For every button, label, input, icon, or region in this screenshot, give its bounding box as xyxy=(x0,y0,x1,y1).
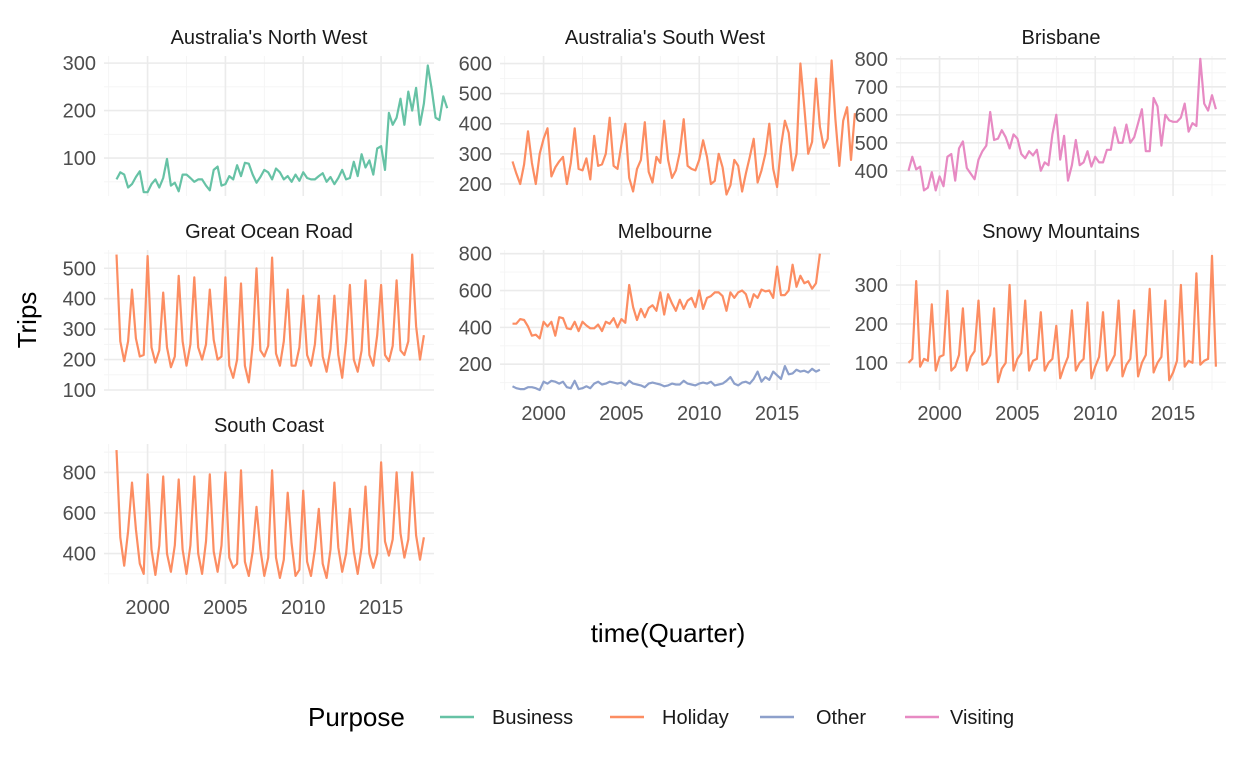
panel-brisbane: Brisbane 400 500 600 700 800 xyxy=(855,27,1226,196)
legend: Purpose Business Holiday Other Visiting xyxy=(308,702,1014,732)
x-tick-label: 2005 xyxy=(599,403,644,425)
x-tick-label: 2005 xyxy=(995,403,1040,425)
panels-layer: Australia's North West100200300Australia… xyxy=(63,27,1226,619)
x-tick-label: 2005 xyxy=(203,597,248,619)
x-tick-label: 2015 xyxy=(359,597,404,619)
y-tick-label: 100 xyxy=(63,148,96,170)
y-tick-label: 300 xyxy=(459,144,492,166)
y-tick-label: 500 xyxy=(63,258,96,280)
panel-title: Snowy Mountains xyxy=(982,221,1140,243)
y-tick-label: 200 xyxy=(63,101,96,123)
y-tick-label: 600 xyxy=(855,105,888,127)
x-tick-label: 2010 xyxy=(281,597,326,619)
panel-title: South Coast xyxy=(214,415,325,437)
y-tick-label: 400 xyxy=(459,317,492,339)
y-tick-label: 300 xyxy=(63,53,96,75)
y-tick-label: 500 xyxy=(855,133,888,155)
series-line-business xyxy=(115,64,449,194)
x-axis-title: time(Quarter) xyxy=(591,618,746,648)
panel-snowy-mountains: Snowy Mountains 100 200 300 2000 2005 2010 2015 xyxy=(855,221,1226,425)
panel-australia-s-north-west: Australia's North West 100 200 300 xyxy=(63,27,449,196)
series-line-holiday xyxy=(511,59,856,196)
series-line-other xyxy=(512,365,821,392)
series-line-holiday xyxy=(512,253,821,340)
series-line-visiting xyxy=(907,57,1217,192)
panel-title: Brisbane xyxy=(1022,27,1101,49)
legend-label-holiday: Holiday xyxy=(662,707,729,729)
y-tick-label: 300 xyxy=(63,319,96,341)
y-tick-label: 400 xyxy=(63,544,96,566)
legend-label-other: Other xyxy=(816,707,866,729)
y-tick-label: 200 xyxy=(459,354,492,376)
y-tick-label: 200 xyxy=(855,314,888,336)
y-tick-label: 800 xyxy=(459,244,492,266)
y-tick-label: 300 xyxy=(855,275,888,297)
y-tick-label: 100 xyxy=(63,380,96,402)
y-tick-label: 600 xyxy=(63,503,96,525)
y-tick-label: 700 xyxy=(855,77,888,99)
y-tick-label: 400 xyxy=(855,161,888,183)
panel-title: Great Ocean Road xyxy=(185,221,353,243)
y-tick-label: 400 xyxy=(63,289,96,311)
x-tick-label: 2010 xyxy=(677,403,722,425)
x-tick-label: 2000 xyxy=(125,597,170,619)
series-line-holiday xyxy=(907,254,1217,384)
y-tick-label: 200 xyxy=(459,174,492,196)
x-tick-label: 2000 xyxy=(521,403,566,425)
panel-melbourne: Melbourne 200 400 600 800 2000 2005 2010 2015 xyxy=(459,221,830,425)
legend-label-business: Business xyxy=(492,707,573,729)
panel-great-ocean-road: Great Ocean Road 100 200 300 400 500 xyxy=(63,221,434,402)
panel-title: Australia's North West xyxy=(171,27,368,49)
y-tick-label: 200 xyxy=(63,350,96,372)
x-tick-label: 2010 xyxy=(1073,403,1118,425)
series-line-holiday xyxy=(115,253,425,384)
y-tick-label: 600 xyxy=(459,54,492,76)
series-line-holiday xyxy=(115,450,425,580)
panel-title: Australia's South West xyxy=(565,27,766,49)
panel-title: Melbourne xyxy=(618,221,713,243)
y-tick-label: 400 xyxy=(459,114,492,136)
y-tick-label: 500 xyxy=(459,84,492,106)
y-tick-label: 800 xyxy=(63,462,96,484)
x-tick-label: 2015 xyxy=(755,403,800,425)
x-tick-label: 2000 xyxy=(917,403,962,425)
panel-australia-s-south-west: Australia's South West 200 300 400 500 600 xyxy=(459,27,856,196)
x-tick-label: 2015 xyxy=(1151,403,1196,425)
y-tick-label: 800 xyxy=(855,49,888,71)
y-axis-title: Trips xyxy=(12,292,42,349)
legend-label-visiting: Visiting xyxy=(950,707,1014,729)
y-tick-label: 100 xyxy=(855,353,888,375)
y-tick-label: 600 xyxy=(459,281,492,303)
panel-south-coast: South Coast 400 600 800 2000 2005 2010 2015 xyxy=(63,415,434,619)
legend-title: Purpose xyxy=(308,702,405,732)
